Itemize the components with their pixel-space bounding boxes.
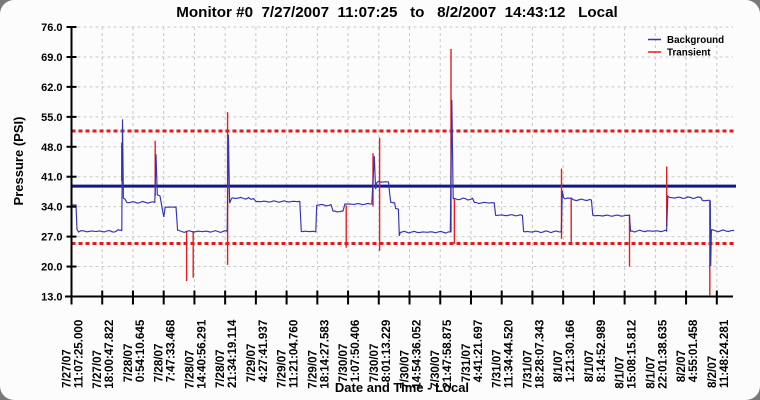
legend: Background Transient [648, 35, 724, 59]
x-tick-label-time: 8:01:13.229 [380, 319, 393, 382]
x-tick-label-date: 8/1/07 [583, 350, 596, 382]
x-tick-label-date: 7/28/07 [183, 350, 196, 389]
x-tick-label-time: 1:07:50.406 [349, 319, 362, 382]
x-tick-label-time: 14:54:36.052 [411, 320, 424, 389]
x-tick-label-time: 1:21:30.166 [564, 319, 577, 382]
x-tick-label-time: 21:34:19.114 [226, 319, 239, 388]
gridlines [71, 26, 733, 297]
x-tick-label-date: 8/1/07 [552, 350, 565, 382]
x-tick-label-time: 7:47:33.468 [165, 319, 178, 382]
y-tick-label: 62.0 [41, 82, 62, 94]
legend-label-background: Background [667, 35, 724, 46]
y-axis-title: Pressure (PSI) [11, 117, 26, 206]
x-tick-label-date: 7/29/07 [306, 350, 319, 389]
background-series [71, 99, 735, 267]
x-tick-label-time: 22:01:38.635 [656, 319, 669, 389]
x-tick-label-date: 7/28/07 [214, 349, 227, 388]
x-tick-label-date: 7/30/07 [368, 344, 381, 383]
x-tick-label-time: 18:14:27.583 [318, 319, 331, 389]
x-tick-label-date: 8/2/07 [706, 356, 719, 388]
reference-lines [71, 129, 736, 245]
y-tick-label: 13.0 [41, 292, 62, 304]
x-tick-label-date: 7/30/07 [429, 350, 442, 389]
legend-label-transient: Transient [667, 48, 711, 59]
x-tick-label-date: 8/1/07 [614, 356, 627, 388]
x-tick-label-time: 11:21:04.760 [288, 320, 301, 388]
x-tick-label-date: 7/30/07 [337, 344, 350, 383]
x-tick-label-time: 21:47:58.875 [441, 319, 454, 389]
x-tick-label-date: 8/2/07 [675, 350, 688, 382]
x-tick-label-time: 8:14:52.989 [595, 319, 608, 382]
y-tick-label: 55.0 [41, 112, 62, 124]
x-tick-label-date: 7/30/07 [399, 350, 412, 389]
y-tick-label: 27.0 [41, 232, 62, 244]
x-tick-label-time: 14:40:56.291 [195, 319, 208, 389]
x-tick-label-time: 11:07:25.000 [73, 320, 86, 388]
x-tick-label-date: 7/28/07 [153, 344, 166, 383]
transient-series [121, 48, 711, 296]
x-tick-label-date: 7/31/07 [521, 350, 534, 389]
x-tick-label-time: 0:54:10.645 [134, 319, 147, 382]
x-tick-label-time: 11:34:44.520 [503, 320, 516, 388]
background-line [71, 99, 735, 267]
x-tick-label-date: 7/31/07 [491, 349, 504, 388]
y-tick-label: 69.0 [41, 52, 62, 64]
x-tick-label-time: 18:00:47.822 [103, 320, 116, 389]
y-tick-labels: 76.0 69.0 62.0 55.0 48.0 41.0 34.0 27.0 20.0 13.0 [41, 22, 62, 304]
y-tick-label: 41.0 [41, 172, 62, 184]
x-tick-label-time: 18:28:07.343 [533, 319, 546, 389]
y-tick-label: 34.0 [41, 202, 62, 214]
x-tick-label-time: 4:27:41.937 [257, 320, 270, 383]
x-tick-label-date: 7/31/07 [460, 344, 473, 383]
axes [65, 26, 733, 305]
x-axis-title: Date and Time - Local [335, 380, 469, 395]
y-tick-label: 48.0 [41, 142, 62, 154]
x-tick-label-date: 8/1/07 [644, 356, 657, 388]
x-tick-label-date: 7/29/07 [245, 344, 258, 383]
x-tick-label-time: 11:48:24.281 [718, 319, 731, 388]
x-tick-label-date: 7/29/07 [276, 349, 289, 388]
chart-title: Monitor #0 7/27/2007 11:07:25 to 8/2/200… [176, 4, 618, 21]
x-tick-label-date: 7/28/07 [122, 344, 135, 383]
y-tick-label: 20.0 [41, 262, 62, 274]
x-tick-label-time: 15:08:15.812 [626, 320, 639, 389]
y-tick-label: 76.0 [41, 22, 62, 34]
x-tick-label-date: 7/27/07 [91, 350, 104, 389]
x-tick-label-time: 4:41:21.697 [472, 320, 485, 383]
x-tick-label-date: 7/27/07 [61, 349, 74, 388]
x-tick-label-time: 4:55:01.458 [687, 319, 700, 382]
